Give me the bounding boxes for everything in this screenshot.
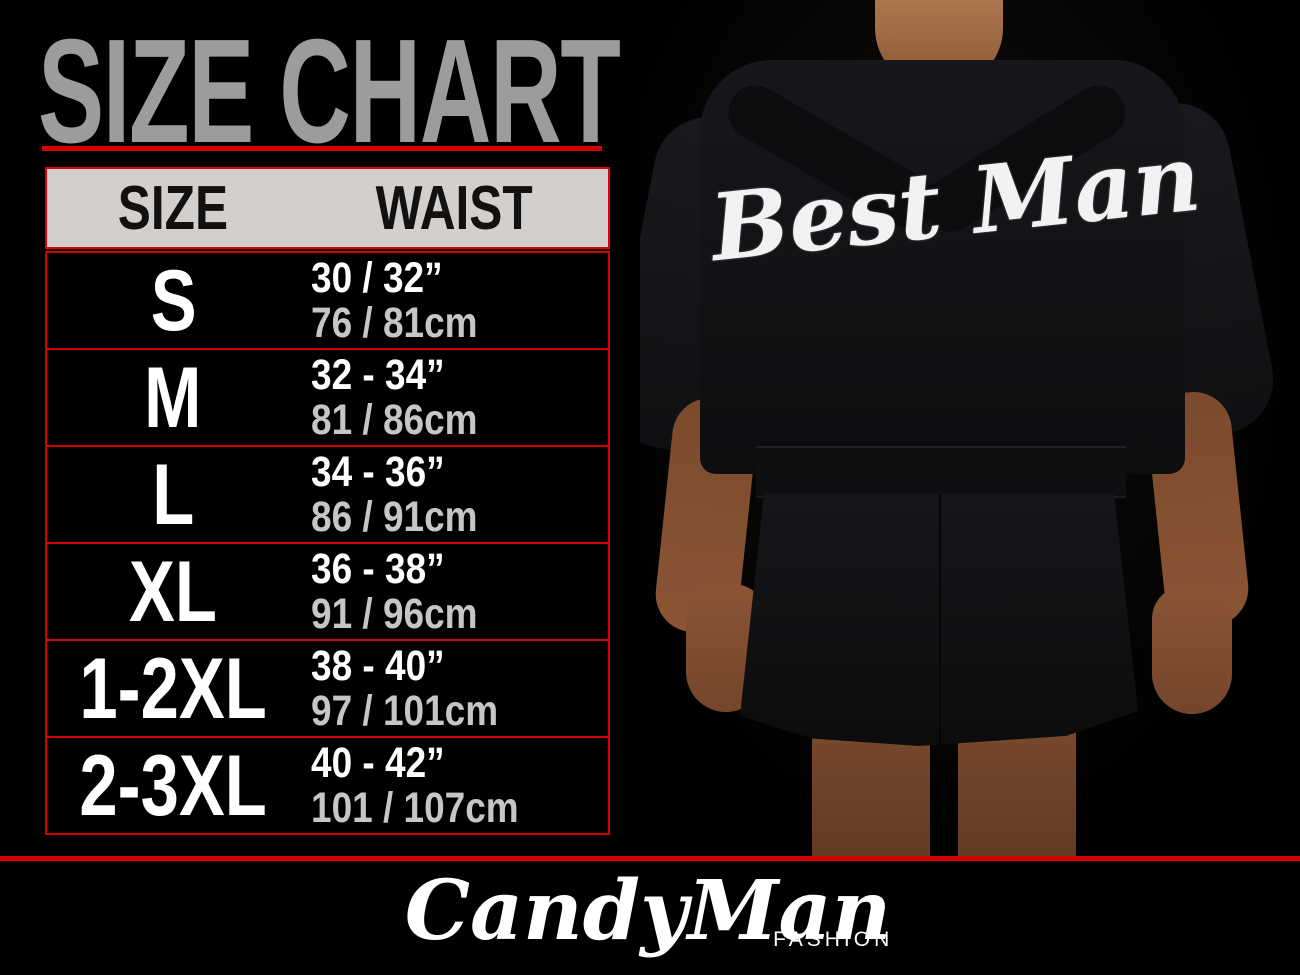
waist-cm: 86 / 91cm	[311, 492, 478, 541]
size-cell: S	[47, 253, 299, 348]
robe-skirt-seam	[939, 494, 941, 746]
waist-cell: 36 - 38” 91 / 96cm	[299, 544, 608, 639]
waist-cm: 97 / 101cm	[311, 686, 499, 735]
robe-skirt	[740, 494, 1138, 746]
header-size-label: SIZE	[118, 173, 229, 243]
size-cell: XL	[47, 544, 299, 639]
waist-cell: 32 - 34” 81 / 86cm	[299, 350, 608, 445]
page-title: SIZE CHART	[38, 18, 638, 166]
waist-cm: 91 / 96cm	[311, 589, 478, 638]
title-underline	[42, 146, 602, 151]
brand-name: CandyMan	[404, 863, 892, 959]
header-size-cell: SIZE	[47, 169, 299, 247]
waist-cell: 30 / 32” 76 / 81cm	[299, 253, 608, 348]
waist-cell: 34 - 36” 86 / 91cm	[299, 447, 608, 542]
model-hand-right	[1152, 586, 1232, 714]
waist-inches: 40 - 42”	[311, 738, 446, 787]
size-label: XL	[129, 543, 218, 640]
size-label: 2-3XL	[79, 737, 267, 834]
size-label: L	[152, 446, 195, 543]
brand-fashion-label: FASHION	[773, 928, 894, 952]
size-cell: L	[47, 447, 299, 542]
header-waist-label: WAIST	[375, 173, 533, 243]
footer-divider-line	[0, 856, 1300, 861]
size-row-s: S 30 / 32” 76 / 81cm	[47, 253, 608, 350]
waist-cm: 81 / 86cm	[311, 395, 478, 444]
header-waist-cell: WAIST	[299, 169, 608, 247]
waist-cell: 40 - 42” 101 / 107cm	[299, 738, 608, 833]
waist-cm: 101 / 107cm	[311, 783, 520, 832]
brand-logo: CandyMan FASHION	[405, 868, 892, 954]
waist-inches: 30 / 32”	[311, 253, 444, 302]
waist-inches: 32 - 34”	[311, 350, 446, 399]
waist-inches: 36 - 38”	[311, 544, 446, 593]
size-row-m: M 32 - 34” 81 / 86cm	[47, 350, 608, 447]
page-title-text: SIZE CHART	[38, 9, 621, 174]
size-cell: 1-2XL	[47, 641, 299, 736]
size-cell: 2-3XL	[47, 738, 299, 833]
size-label: 1-2XL	[79, 640, 267, 737]
model-photo: Best Man	[640, 0, 1300, 858]
size-label: M	[144, 349, 202, 446]
size-row-xl: XL 36 - 38” 91 / 96cm	[47, 544, 608, 641]
waist-cell: 38 - 40” 97 / 101cm	[299, 641, 608, 736]
waist-inches: 38 - 40”	[311, 641, 446, 690]
size-table: S 30 / 32” 76 / 81cm M 32 - 34” 81 / 86c…	[45, 251, 610, 835]
size-label: S	[150, 252, 197, 349]
robe-belt	[756, 446, 1126, 498]
table-header: SIZE WAIST	[45, 167, 610, 249]
waist-cm: 76 / 81cm	[311, 298, 478, 347]
size-row-l: L 34 - 36” 86 / 91cm	[47, 447, 608, 544]
size-cell: M	[47, 350, 299, 445]
size-row-2-3xl: 2-3XL 40 - 42” 101 / 107cm	[47, 738, 608, 833]
waist-inches: 34 - 36”	[311, 447, 446, 496]
size-row-1-2xl: 1-2XL 38 - 40” 97 / 101cm	[47, 641, 608, 738]
